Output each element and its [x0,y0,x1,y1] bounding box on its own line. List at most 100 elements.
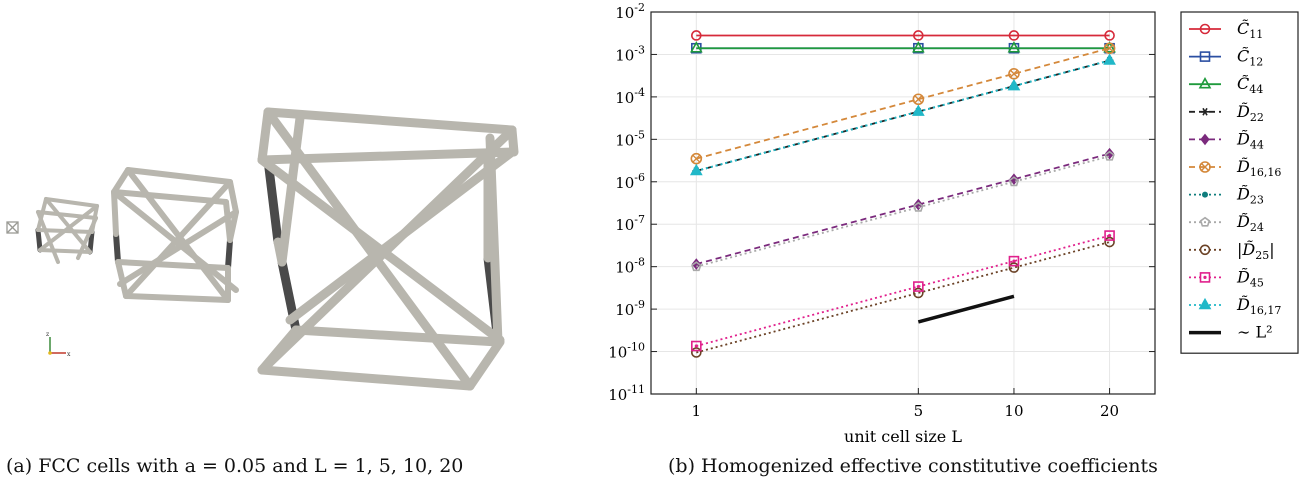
legend-marker [1201,107,1209,116]
axis-triad: z x [46,331,71,358]
caption-b: (b) Homogenized effective constitutive c… [668,455,1158,477]
data-point [691,340,702,352]
series-10 [689,53,1116,176]
data-point [913,281,924,292]
x-tick-label: 1 [692,402,702,420]
data-point [691,347,702,358]
plot-frame [650,11,1156,395]
data-point [913,30,924,41]
legend-label: ∼ L² [1237,323,1273,342]
data-point [1008,176,1020,187]
axis-ticks: 10-2 10-3 10-4 10-5 10-6 10-7 10-8 10-9 10-10 10-… [608,1,1155,420]
legend-label: D̃16,17 [1236,295,1281,317]
data-point [1104,150,1115,161]
series-2 [689,41,1116,53]
data-point [691,30,702,41]
data-point [689,163,703,176]
x-axis-label: unit cell size L [844,427,962,446]
legend-label: D̃22 [1236,102,1264,124]
legend-label: D̃24 [1236,212,1264,234]
data-point [913,287,924,299]
y-tick-label: 10-11 [608,383,645,404]
data-point [911,104,925,116]
legend-marker [1198,297,1212,310]
chart-panel: 10-2 10-3 10-4 10-5 10-6 10-7 10-8 10-9 10-10 10-… [560,0,1301,489]
series-4 [691,147,1115,270]
data-point [1103,42,1116,55]
data-point [1104,236,1115,248]
legend-entry: D̃22 [1189,102,1264,124]
legend-marker [1199,23,1211,35]
data-point [1008,30,1020,41]
data-point [1104,230,1115,241]
legend-marker [1199,216,1211,227]
legend-marker [1199,161,1211,173]
series-0 [691,30,1115,41]
series-line [696,59,1110,172]
series-9 [691,230,1115,352]
caption-a: (a) FCC cells with a = 0.05 and L = 1, 5… [6,455,464,477]
legend-entry: C̃44 [1189,74,1263,96]
legend-box [1180,11,1299,354]
legend-entry: ∼ L² [1189,323,1273,342]
fcc-cells-figure: z x [6,107,519,391]
coefficients-chart: 10-2 10-3 10-4 10-5 10-6 10-7 10-8 10-9 10-10 10-… [608,1,1299,446]
x-tick-label: 5 [914,402,924,420]
data-point [690,152,703,165]
y-tick-label: 10-4 [615,86,645,107]
y-tick-label: 10-10 [608,341,645,362]
data-point [912,93,925,106]
x-tick-label: 20 [1100,402,1119,420]
legend-label: D̃44 [1236,129,1264,151]
y-tick-label: 10-8 [615,256,645,277]
fcc-cell-l5 [35,197,99,264]
reference-line-l2 [917,294,1015,324]
legend-marker [1199,51,1211,62]
legend-entry: C̃12 [1189,47,1263,69]
x-tick-label: 10 [1004,402,1023,420]
fcc-cell-l10 [111,167,239,303]
y-tick-label: 10-7 [615,213,645,234]
series-line [696,152,1110,265]
legend-marker [1199,244,1211,256]
data-point [1104,30,1115,41]
legend-entry: D̃16,16 [1189,157,1281,179]
data-point [1007,78,1021,91]
data-point [1007,41,1021,53]
data-point [691,261,702,272]
axis-triad-z-label: z [46,331,49,338]
y-tick-label: 10-2 [615,1,645,22]
legend-label: D̃45 [1236,267,1264,289]
y-tick-label: 10-5 [615,128,645,149]
y-tick-label: 10-6 [615,171,645,192]
legend-marker [1199,272,1211,283]
legend-entry: D̃23 [1189,185,1264,207]
data-point [689,41,703,53]
legend-entry: D̃16,17 [1189,295,1281,317]
data-point [1008,255,1020,267]
data-point [1008,67,1020,80]
legend-entry: C̃11 [1189,19,1263,41]
data-point [1103,53,1116,65]
legend-entry: D̃45 [1189,267,1264,289]
fcc-cell-l1 [6,221,19,234]
legend-label: C̃11 [1237,19,1263,41]
series-line [696,241,1110,354]
series-8 [691,236,1115,358]
legend-label: C̃44 [1237,74,1263,96]
legend: C̃11 C̃12 C̃44 D̃22 D̃44 D̃16,16 D̃23 D̃24 |D̃25… [1180,11,1299,354]
fcc-cell-l20 [257,107,519,391]
series-line [696,155,1110,268]
data-point [1008,262,1020,273]
legend-entry: D̃44 [1189,129,1264,151]
legend-entry: |D̃25| [1189,240,1275,262]
legend-entry: D̃24 [1189,212,1264,234]
data-point [913,201,924,212]
legend-label: |D̃25| [1237,240,1275,262]
series-3 [692,56,1114,175]
data-point [1103,41,1116,53]
fcc-cells-panel: z x [0,0,560,489]
series-layer [689,30,1116,358]
legend-label: D̃16,16 [1236,157,1281,179]
series-line [696,234,1110,347]
